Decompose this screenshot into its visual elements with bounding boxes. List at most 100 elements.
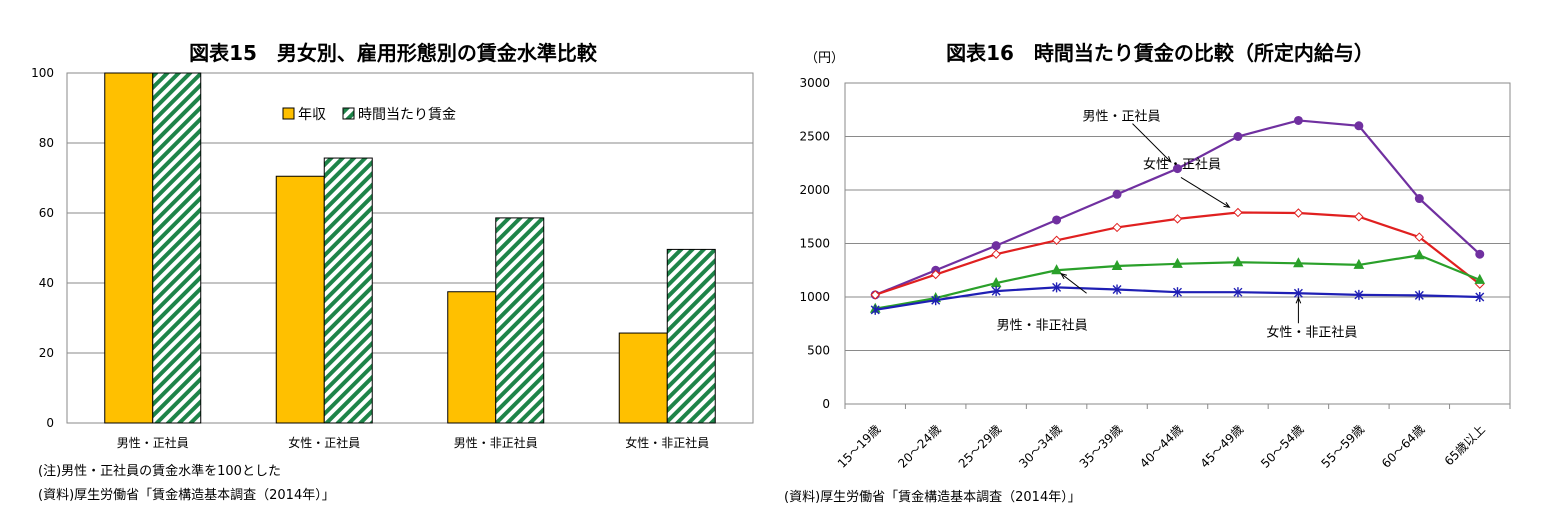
x-tick-label: 35～39歳 xyxy=(1077,422,1125,470)
marker-circle xyxy=(1112,189,1122,199)
marker-diamond xyxy=(1051,235,1062,245)
marker-triangle xyxy=(1474,273,1486,284)
annotation-arrowhead xyxy=(1165,156,1172,163)
marker-circle xyxy=(1475,249,1485,259)
y-tick-label: 2000 xyxy=(799,183,830,197)
marker-triangle xyxy=(1051,264,1062,275)
marker-star xyxy=(1052,282,1062,293)
marker-triangle xyxy=(1413,249,1425,260)
chart-title: 図表15 男女別、雇用形態別の賃金水準比較 xyxy=(189,41,598,65)
bar-annual xyxy=(275,175,325,424)
x-tick-label: 55～59歳 xyxy=(1319,422,1367,470)
y-tick-label: 3000 xyxy=(799,76,830,90)
marker-diamond xyxy=(991,249,1001,259)
x-tick-label: 40～44歳 xyxy=(1137,422,1185,470)
marker-star xyxy=(1112,284,1122,295)
y-tick-label: 1000 xyxy=(799,290,830,304)
y-tick-label: 20 xyxy=(39,346,54,360)
marker-diamond xyxy=(930,269,941,280)
x-tick-label: 65歳以上 xyxy=(1442,422,1488,468)
line-chart: 図表16 時間当たり賃金の比較（所定内給与） （円） 0 500 1000 1500 200… xyxy=(784,41,1511,505)
series-annotation-1: 男性・正社員 xyxy=(1083,109,1161,125)
plot-area xyxy=(844,82,1511,405)
bar-annual xyxy=(104,72,154,424)
marker-star xyxy=(1354,289,1364,300)
bar-hourly xyxy=(666,248,716,424)
x-tick-label: 50～54歳 xyxy=(1258,422,1306,470)
chart-title: 図表16 時間当たり賃金の比較（所定内給与） xyxy=(946,41,1374,65)
bar-chart-panel: 図表15 男女別、雇用形態別の賃金水準比較 0 20 40 60 80 100 男性・正社員 女… xyxy=(0,0,770,529)
bar-hourly xyxy=(152,72,202,424)
y-tick-label: 100 xyxy=(31,66,54,80)
annotation-arrowhead xyxy=(1223,202,1231,208)
marker-diamond xyxy=(870,290,880,300)
x-tick-label: 15～19歳 xyxy=(835,422,883,470)
marker-circle xyxy=(1233,132,1243,141)
marker-triangle xyxy=(1232,256,1244,267)
marker-star xyxy=(1414,290,1424,301)
series-annotation-4: 女性・非正社員 xyxy=(1266,324,1357,340)
y-tick-label: 40 xyxy=(39,276,54,290)
source-text: (資料)厚生労働省「賃金構造基本調査（2014年）」 xyxy=(38,487,335,503)
y-tick-label: 60 xyxy=(39,206,54,220)
marker-star xyxy=(1475,292,1485,302)
y-tick-label: 0 xyxy=(46,416,54,430)
x-tick-label: 45～49歳 xyxy=(1198,422,1246,470)
annotation-arrow xyxy=(1132,123,1172,163)
x-tick-label: 20～24歳 xyxy=(895,422,943,470)
bar-chart: 図表15 男女別、雇用形態別の賃金水準比較 0 20 40 60 80 100 男性・正社員 女… xyxy=(31,41,754,503)
y-tick-label: 500 xyxy=(807,344,830,358)
marker-diamond xyxy=(1172,214,1183,224)
line-chart-panel: 図表16 時間当たり賃金の比較（所定内給与） （円） 0 500 1000 1500 200… xyxy=(770,0,1541,529)
marker-circle xyxy=(1052,215,1062,225)
marker-circle xyxy=(1354,121,1364,131)
series-annotation-3: 男性・非正社員 xyxy=(997,317,1088,333)
marker-diamond xyxy=(1233,207,1243,218)
marker-circle xyxy=(991,241,1001,251)
x-tick-label: 60～64歳 xyxy=(1379,422,1427,470)
marker-triangle xyxy=(1172,257,1183,268)
annotation-arrowhead xyxy=(1060,272,1068,280)
bar-hourly xyxy=(495,217,545,424)
note-text: (注)男性・正社員の賃金水準を100とした xyxy=(38,463,281,479)
legend-swatch-annual xyxy=(282,107,295,120)
source-text: (資料)厚生労働省「賃金構造基本調査（2014年）」 xyxy=(784,489,1081,505)
series-annotation-2: 女性・正社員 xyxy=(1143,156,1221,172)
x-tick-label: 30～34歳 xyxy=(1016,422,1064,470)
y-tick-label: 80 xyxy=(39,136,54,150)
legend-label-hourly: 時間当たり賃金 xyxy=(358,107,456,123)
marker-triangle xyxy=(1111,259,1123,270)
marker-diamond xyxy=(1354,212,1364,222)
x-tick-label: 女性・正社員 xyxy=(288,435,360,450)
x-tick-label: 女性・非正社員 xyxy=(625,435,709,450)
bar-hourly xyxy=(323,157,373,424)
y-tick-label: 1500 xyxy=(799,237,830,251)
annotation-arrow xyxy=(1060,273,1087,294)
marker-star xyxy=(1233,287,1243,298)
marker-circle xyxy=(1293,115,1303,125)
marker-triangle xyxy=(1293,257,1304,268)
y-unit-label: （円） xyxy=(805,51,844,66)
annotation-arrow xyxy=(1180,177,1230,208)
series-line-2 xyxy=(874,211,1481,296)
marker-star xyxy=(1173,287,1182,298)
marker-diamond xyxy=(1414,232,1425,242)
marker-circle xyxy=(1414,194,1424,204)
plot-area xyxy=(66,72,754,424)
legend-swatch-hourly xyxy=(342,107,355,120)
marker-star xyxy=(991,286,1001,297)
legend-label-annual: 年収 xyxy=(298,107,326,123)
marker-circle xyxy=(1173,164,1182,174)
x-tick-label: 男性・正社員 xyxy=(117,435,189,450)
bar-annual xyxy=(618,332,668,424)
marker-diamond xyxy=(1112,222,1122,233)
annotation-arrowhead xyxy=(1295,296,1302,304)
marker-triangle xyxy=(1353,258,1365,269)
marker-diamond xyxy=(1293,208,1304,218)
marker-star xyxy=(870,304,880,315)
x-tick-label: 男性・非正社員 xyxy=(454,435,538,450)
series-line-1 xyxy=(874,119,1481,296)
y-tick-label: 0 xyxy=(822,397,830,411)
marker-star xyxy=(931,295,941,306)
bar-annual xyxy=(447,291,497,424)
